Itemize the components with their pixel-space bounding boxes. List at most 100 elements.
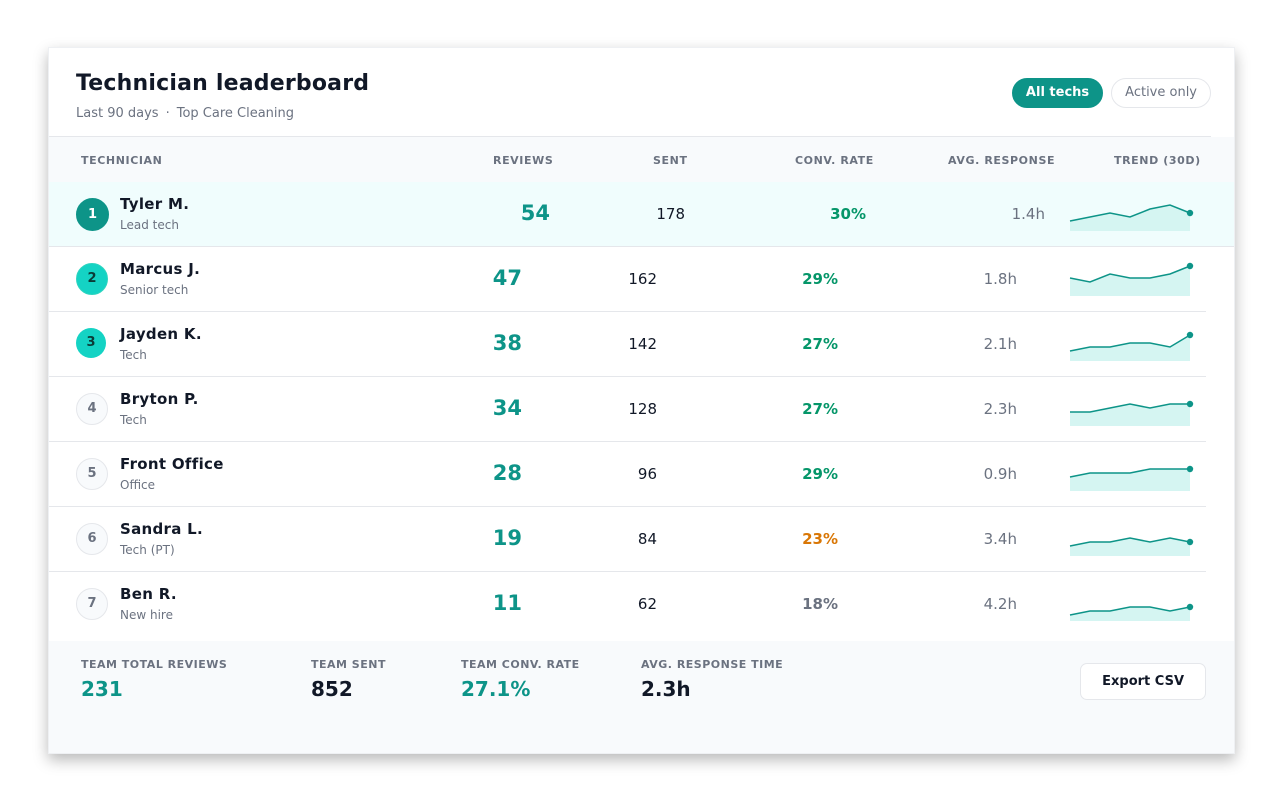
reviews-count: 47 (492, 266, 522, 290)
sparkline-line (1069, 265, 1191, 283)
sent-count: 84 (637, 530, 657, 548)
technician-role: Lead tech (120, 218, 179, 232)
stat-label: TEAM SENT (311, 658, 386, 671)
trend-sparkline (1069, 262, 1194, 296)
sparkline-endpoint (1186, 331, 1194, 339)
column-header-avg-response[interactable]: AVG. RESPONSE (948, 154, 1056, 167)
team-summary: TEAM TOTAL REVIEWS 231 TEAM SENT 852 TEA… (49, 641, 1234, 753)
stat-value: 27.1% (461, 677, 531, 701)
conv-rate: 29% (802, 465, 838, 483)
column-header-reviews[interactable]: REVIEWS (493, 154, 554, 167)
avg-response: 2.1h (983, 335, 1017, 353)
avg-response: 0.9h (983, 465, 1017, 483)
subtitle: Last 90 days · Top Care Cleaning (76, 106, 369, 121)
sparkline-area (1070, 266, 1190, 296)
sparkline-line (1069, 204, 1191, 222)
rank-badge: 5 (76, 458, 108, 490)
sparkline-area (1070, 335, 1190, 361)
sent-count: 128 (628, 400, 657, 418)
rank-badge: 3 (76, 328, 106, 358)
technician-name: Tyler M. (120, 195, 190, 213)
technician-name: Sandra L. (120, 520, 204, 538)
sent-count: 162 (628, 270, 657, 288)
sparkline-area (1070, 469, 1190, 491)
trend-sparkline (1069, 537, 1194, 556)
rank-badge: 2 (76, 263, 108, 295)
sparkline-area (1070, 538, 1190, 556)
sent-count: 142 (628, 335, 657, 353)
column-header-technician[interactable]: TECHNICIAN (81, 154, 163, 167)
reviews-count: 28 (492, 461, 522, 485)
sparkline-area (1070, 205, 1190, 231)
reviews-count: 34 (492, 396, 522, 420)
conv-rate: 29% (802, 270, 838, 288)
reviews-count: 54 (520, 201, 550, 225)
export-csv-button[interactable]: Export CSV (1080, 663, 1206, 700)
sparkline-line (1069, 606, 1191, 616)
sparkline-endpoint (1186, 603, 1194, 611)
table-row[interactable]: 6 Sandra L. Tech (PT) 19 84 23% 3.4h (49, 507, 1206, 572)
avg-response: 1.4h (1011, 205, 1045, 223)
technician-role: Senior tech (120, 283, 189, 297)
trend-sparkline (1069, 603, 1194, 621)
avg-response: 2.3h (983, 400, 1017, 418)
table-row[interactable]: 7 Ben R. New hire 11 62 18% 4.2h (49, 572, 1206, 636)
rank-badge: 6 (76, 523, 108, 555)
sparkline-line (1069, 334, 1191, 352)
trend-sparkline (1069, 204, 1194, 231)
technician-name: Marcus J. (120, 260, 201, 278)
table-row[interactable]: 1 Tyler M. Lead tech 54 178 30% 1.4h (49, 182, 1234, 247)
table-row[interactable]: 2 Marcus J. Senior tech 47 162 29% 1.8h (49, 247, 1206, 312)
technician-name: Bryton P. (120, 390, 199, 408)
table-row[interactable]: 3 Jayden K. Tech 38 142 27% 2.1h (49, 312, 1206, 377)
technician-role: Tech (120, 348, 147, 362)
column-header-sent[interactable]: SENT (653, 154, 688, 167)
filter-all-techs-button[interactable]: All techs (1011, 78, 1104, 108)
stat-label: AVG. RESPONSE TIME (641, 658, 784, 671)
team-conv-rate-stat: TEAM CONV. RATE 27.1% (461, 658, 580, 701)
sparkline-endpoint (1186, 465, 1194, 473)
column-header-conv-rate[interactable]: CONV. RATE (795, 154, 874, 167)
header-divider (49, 136, 1211, 137)
stat-label: TEAM TOTAL REVIEWS (81, 658, 228, 671)
trend-sparkline (1070, 400, 1194, 426)
table-row[interactable]: 4 Bryton P. Tech 34 128 27% 2.3h (49, 377, 1206, 442)
technician-name: Front Office (120, 455, 224, 473)
stat-value: 2.3h (641, 677, 691, 701)
filter-active-only-button[interactable]: Active only (1111, 78, 1211, 108)
technician-role: Tech (120, 413, 147, 427)
company-name: Top Care Cleaning (176, 106, 295, 121)
stat-value: 231 (81, 677, 123, 701)
technician-role: New hire (120, 608, 173, 622)
card-header: Technician leaderboard Last 90 days · Top … (76, 70, 369, 121)
page-title: Technician leaderboard (76, 71, 370, 96)
conv-rate: 30% (830, 205, 866, 223)
sparkline-area (1070, 404, 1190, 426)
sparkline-line (1069, 537, 1191, 547)
technician-name: Jayden K. (120, 325, 202, 343)
rank-badge: 1 (76, 198, 109, 231)
sparkline-endpoint (1186, 209, 1194, 217)
sparkline-endpoint (1186, 538, 1194, 546)
sparkline-line (1070, 403, 1190, 413)
sparkline-line (1069, 468, 1190, 478)
sent-count: 96 (637, 465, 657, 483)
technician-role: Office (120, 478, 156, 492)
filter-toggle: All techs Active only (1011, 78, 1211, 108)
sent-count: 178 (656, 205, 685, 223)
sparkline-endpoint (1186, 262, 1194, 270)
table-header: TECHNICIAN REVIEWS SENT CONV. RATE AVG. … (49, 137, 1234, 182)
rank-badge: 4 (76, 393, 108, 425)
table-row[interactable]: 5 Front Office Office 28 96 29% 0.9h (49, 442, 1206, 507)
reviews-count: 11 (492, 591, 522, 615)
avg-response: 1.8h (983, 270, 1017, 288)
avg-response: 4.2h (983, 595, 1017, 613)
rank-badge: 7 (76, 588, 108, 620)
reviews-count: 19 (492, 526, 522, 550)
technician-table: 1 Tyler M. Lead tech 54 178 30% 1.4h 2 Marcus J.… (49, 182, 1234, 636)
technician-name: Ben R. (120, 585, 177, 603)
column-header-trend: TREND (30D) (1114, 154, 1201, 167)
conv-rate: 23% (802, 530, 838, 548)
conv-rate: 27% (802, 400, 838, 418)
period-label: Last 90 days (76, 106, 159, 121)
